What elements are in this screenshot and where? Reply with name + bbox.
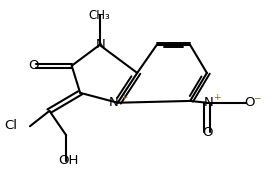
Text: Cl: Cl bbox=[4, 119, 17, 132]
Text: N: N bbox=[109, 96, 118, 109]
Text: −: − bbox=[253, 93, 260, 102]
Text: +: + bbox=[120, 93, 128, 102]
Text: +: + bbox=[213, 93, 221, 102]
Text: O: O bbox=[28, 59, 39, 72]
Text: CH₃: CH₃ bbox=[89, 9, 111, 22]
Text: O: O bbox=[202, 126, 213, 139]
Text: O: O bbox=[244, 96, 255, 109]
Text: OH: OH bbox=[58, 154, 79, 167]
Text: N: N bbox=[203, 96, 213, 109]
Text: N: N bbox=[96, 38, 106, 51]
